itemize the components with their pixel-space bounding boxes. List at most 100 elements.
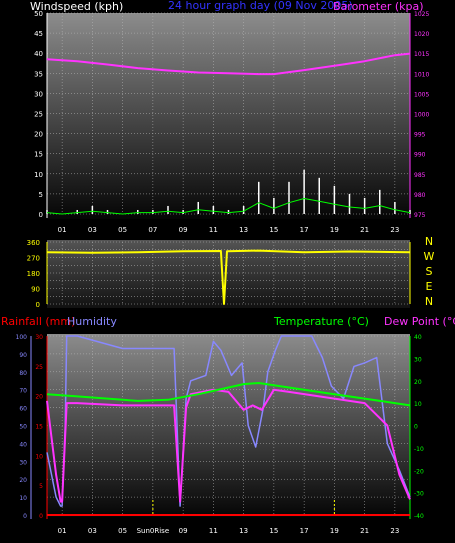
y-tick-label: 40	[34, 50, 43, 58]
compass-label: N	[425, 295, 433, 308]
x-tick-label: 07	[148, 226, 157, 234]
x-tick-label: 01	[58, 527, 67, 535]
y-tick-label: 270	[27, 255, 40, 263]
x-tick-label: 13	[239, 527, 248, 535]
direction-plot-area	[47, 240, 410, 308]
x-tick-label: 21	[360, 226, 369, 234]
y-tick-label: 10	[414, 401, 422, 408]
y-tick-label: 10	[34, 171, 43, 179]
y-tick-label: 30	[34, 90, 43, 98]
y-tick-label: 995	[414, 132, 426, 139]
y-tick-label: 180	[27, 270, 40, 278]
x-tick-label: 23	[390, 226, 399, 234]
barometer-axis-label: Barometer (kpa)	[333, 0, 424, 13]
wind-series	[46, 52, 411, 215]
humidity-line	[46, 335, 411, 507]
y-tick-label: 100	[16, 334, 28, 341]
wind-direction-line	[46, 249, 411, 305]
y-tick-label: 980	[414, 192, 426, 199]
y-tick-label: 1025	[414, 11, 429, 18]
y-tick-label: -20	[414, 468, 424, 475]
x-tick-label: 13	[239, 226, 248, 234]
compass-label: N	[425, 235, 433, 248]
y-tick-label: 25	[34, 111, 43, 119]
y-tick-label: 0	[414, 424, 418, 431]
y-tick-label: 0	[36, 301, 40, 309]
y-tick-label: 20	[35, 394, 43, 401]
x-tick-label: 11	[209, 226, 218, 234]
x-tick-label: 03	[88, 226, 97, 234]
temperature-axes: 0102030405060708090100051015202530-40-30…	[16, 334, 424, 535]
y-tick-label: 50	[19, 424, 27, 431]
rainfall-axis-label: Rainfall (mm)	[1, 315, 75, 328]
y-tick-label: 360	[27, 239, 40, 247]
temperature-series	[46, 335, 411, 516]
y-tick-label: 45	[34, 30, 43, 38]
y-tick-label: 10	[35, 453, 43, 460]
y-tick-label: -30	[414, 491, 424, 498]
y-tick-label: 0	[39, 513, 43, 520]
x-tick-label: 09	[179, 527, 188, 535]
x-tick-label: 09	[179, 226, 188, 234]
y-tick-label: 5	[39, 483, 43, 490]
y-tick-label: 1020	[414, 31, 429, 38]
y-tick-label: 60	[19, 406, 27, 413]
y-tick-label: 1005	[414, 91, 429, 98]
y-tick-label: 990	[414, 152, 426, 159]
direction-grid	[47, 241, 410, 305]
y-tick-label: 985	[414, 172, 426, 179]
y-tick-label: 40	[414, 334, 422, 341]
wind-grid	[47, 12, 410, 215]
y-tick-label: 15	[35, 424, 43, 431]
y-tick-label: 50	[34, 10, 43, 18]
y-tick-label: 30	[414, 356, 422, 363]
x-tick-label: Sun0Rise	[137, 527, 170, 535]
windspeed-axis-label: Windspeed (kph)	[30, 0, 123, 13]
y-tick-label: 30	[35, 334, 43, 341]
x-tick-label: 15	[269, 527, 278, 535]
temperature-line	[46, 382, 411, 407]
y-tick-label: 1010	[414, 71, 429, 78]
y-tick-label: 0	[23, 513, 27, 520]
y-tick-label: 20	[34, 131, 43, 139]
dewpoint-axis-label: Dew Point (°C)	[384, 315, 455, 328]
graph-title: 24 hour graph day (09 Nov 2005)	[168, 0, 353, 12]
compass-label: S	[426, 265, 433, 278]
y-tick-label: 20	[19, 477, 27, 484]
y-tick-label: -40	[414, 513, 424, 520]
dewpoint-line	[46, 388, 411, 503]
x-tick-label: 05	[118, 226, 127, 234]
y-tick-label: 30	[19, 459, 27, 466]
wind-axes: 0510152025303540455097598098599099510001…	[34, 10, 429, 234]
y-tick-label: 70	[19, 388, 27, 395]
direction-series	[46, 249, 411, 305]
y-tick-label: 15	[34, 151, 43, 159]
y-tick-label: 25	[35, 364, 43, 371]
x-tick-label: 17	[300, 527, 309, 535]
x-tick-label: 19	[330, 226, 339, 234]
wind-plot-area	[47, 13, 410, 219]
x-tick-label: 11	[209, 527, 218, 535]
y-tick-label: -10	[414, 446, 424, 453]
x-tick-label: 21	[360, 527, 369, 535]
x-tick-label: 05	[118, 527, 127, 535]
compass-label: E	[426, 280, 433, 293]
compass-label: W	[424, 250, 435, 263]
barometer-line	[46, 52, 411, 76]
y-tick-label: 0	[39, 211, 43, 219]
y-tick-label: 80	[19, 370, 27, 377]
y-tick-label: 10	[19, 495, 27, 502]
y-tick-label: 90	[19, 352, 27, 359]
y-tick-label: 1015	[414, 51, 429, 58]
y-tick-label: 90	[31, 286, 40, 294]
y-tick-label: 40	[19, 441, 27, 448]
wind-average-line	[46, 198, 411, 215]
y-tick-label: 1000	[414, 112, 429, 119]
y-tick-label: 5	[39, 191, 43, 199]
y-tick-label: 20	[414, 379, 422, 386]
temperature-axis-label: Temperature (°C)	[273, 315, 369, 328]
x-tick-label: 19	[330, 527, 339, 535]
x-tick-label: 01	[58, 226, 67, 234]
